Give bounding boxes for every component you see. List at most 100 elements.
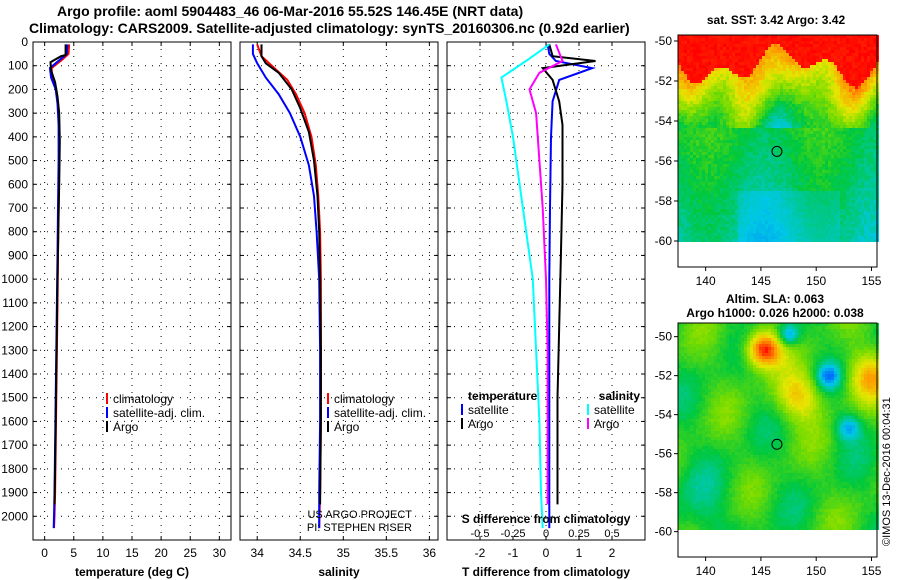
map-cell (705, 80, 708, 83)
map-cell (693, 140, 696, 143)
map-cell (819, 122, 822, 125)
map-cell (705, 194, 708, 197)
map-cell (699, 146, 702, 149)
map-cell (705, 185, 708, 188)
map-cell (864, 50, 867, 53)
map-cell (708, 236, 711, 239)
map-cell (837, 119, 840, 122)
map-cell (807, 38, 810, 41)
map-cell (771, 38, 774, 41)
map-cell (732, 134, 735, 137)
map-cell (780, 236, 783, 239)
map-cell (750, 59, 753, 62)
map-cell (789, 113, 792, 116)
map-cell (729, 206, 732, 209)
map-cell (759, 122, 762, 125)
map-cell (708, 59, 711, 62)
map-cell (789, 77, 792, 80)
map-cell (693, 68, 696, 71)
map-cell (783, 212, 786, 215)
map-cell (807, 122, 810, 125)
map-cell (774, 197, 777, 200)
map-cell (708, 167, 711, 170)
map-cell (828, 86, 831, 89)
map-cell (738, 218, 741, 221)
map-cell (846, 194, 849, 197)
map-cell (714, 167, 717, 170)
map-cell (861, 167, 864, 170)
map-cell (708, 182, 711, 185)
map-cell (858, 161, 861, 164)
map-cell (858, 224, 861, 227)
map-cell (816, 62, 819, 65)
map-cell (792, 149, 795, 152)
map-cell (870, 89, 873, 92)
map-cell (762, 47, 765, 50)
map-cell (861, 47, 864, 50)
map-cell (831, 95, 834, 98)
map-cell (687, 158, 690, 161)
map-cell (708, 200, 711, 203)
map-cell (834, 74, 837, 77)
map-cell (828, 227, 831, 230)
map-cell (768, 65, 771, 68)
map-cell (810, 218, 813, 221)
map-cell (834, 230, 837, 233)
map-cell (813, 203, 816, 206)
map-cell (699, 182, 702, 185)
map-cell (741, 92, 744, 95)
map-cell (687, 119, 690, 122)
map-cell (807, 152, 810, 155)
map-cell (729, 83, 732, 86)
map-cell (726, 116, 729, 119)
map-cell (789, 89, 792, 92)
map-cell (687, 95, 690, 98)
map-cell (741, 164, 744, 167)
map-cell (858, 83, 861, 86)
map-cell (816, 188, 819, 191)
map-cell (762, 230, 765, 233)
map-cell (816, 158, 819, 161)
map-cell (774, 203, 777, 206)
map-cell (861, 95, 864, 98)
map-cell (804, 47, 807, 50)
map-cell (798, 137, 801, 140)
map-cell (744, 170, 747, 173)
map-cell (867, 179, 870, 182)
map-cell (705, 65, 708, 68)
map-cell (825, 221, 828, 224)
map-cell (822, 161, 825, 164)
map-cell (858, 119, 861, 122)
map-cell (810, 182, 813, 185)
map-cell (771, 176, 774, 179)
map-cell (723, 161, 726, 164)
map-cell (807, 230, 810, 233)
map-cell (840, 197, 843, 200)
map-cell (759, 47, 762, 50)
map-cell (780, 140, 783, 143)
map-cell (870, 65, 873, 68)
map-cell (756, 50, 759, 53)
map-cell (780, 47, 783, 50)
map-cell (819, 89, 822, 92)
map-cell (693, 149, 696, 152)
map-cell (711, 152, 714, 155)
map-cell (735, 38, 738, 41)
map-cell (819, 125, 822, 128)
map-cell (804, 173, 807, 176)
map-cell (840, 164, 843, 167)
map-cell (714, 59, 717, 62)
map-cell (852, 80, 855, 83)
map-cell (720, 200, 723, 203)
map-cell (777, 191, 780, 194)
map-cell (786, 239, 789, 242)
map-cell (819, 116, 822, 119)
map-cell (867, 41, 870, 44)
map-cell (801, 44, 804, 47)
map-cell (825, 98, 828, 101)
map-cell (690, 224, 693, 227)
map-cell (786, 221, 789, 224)
map-cell (699, 65, 702, 68)
map-cell (825, 227, 828, 230)
map-cell (729, 176, 732, 179)
